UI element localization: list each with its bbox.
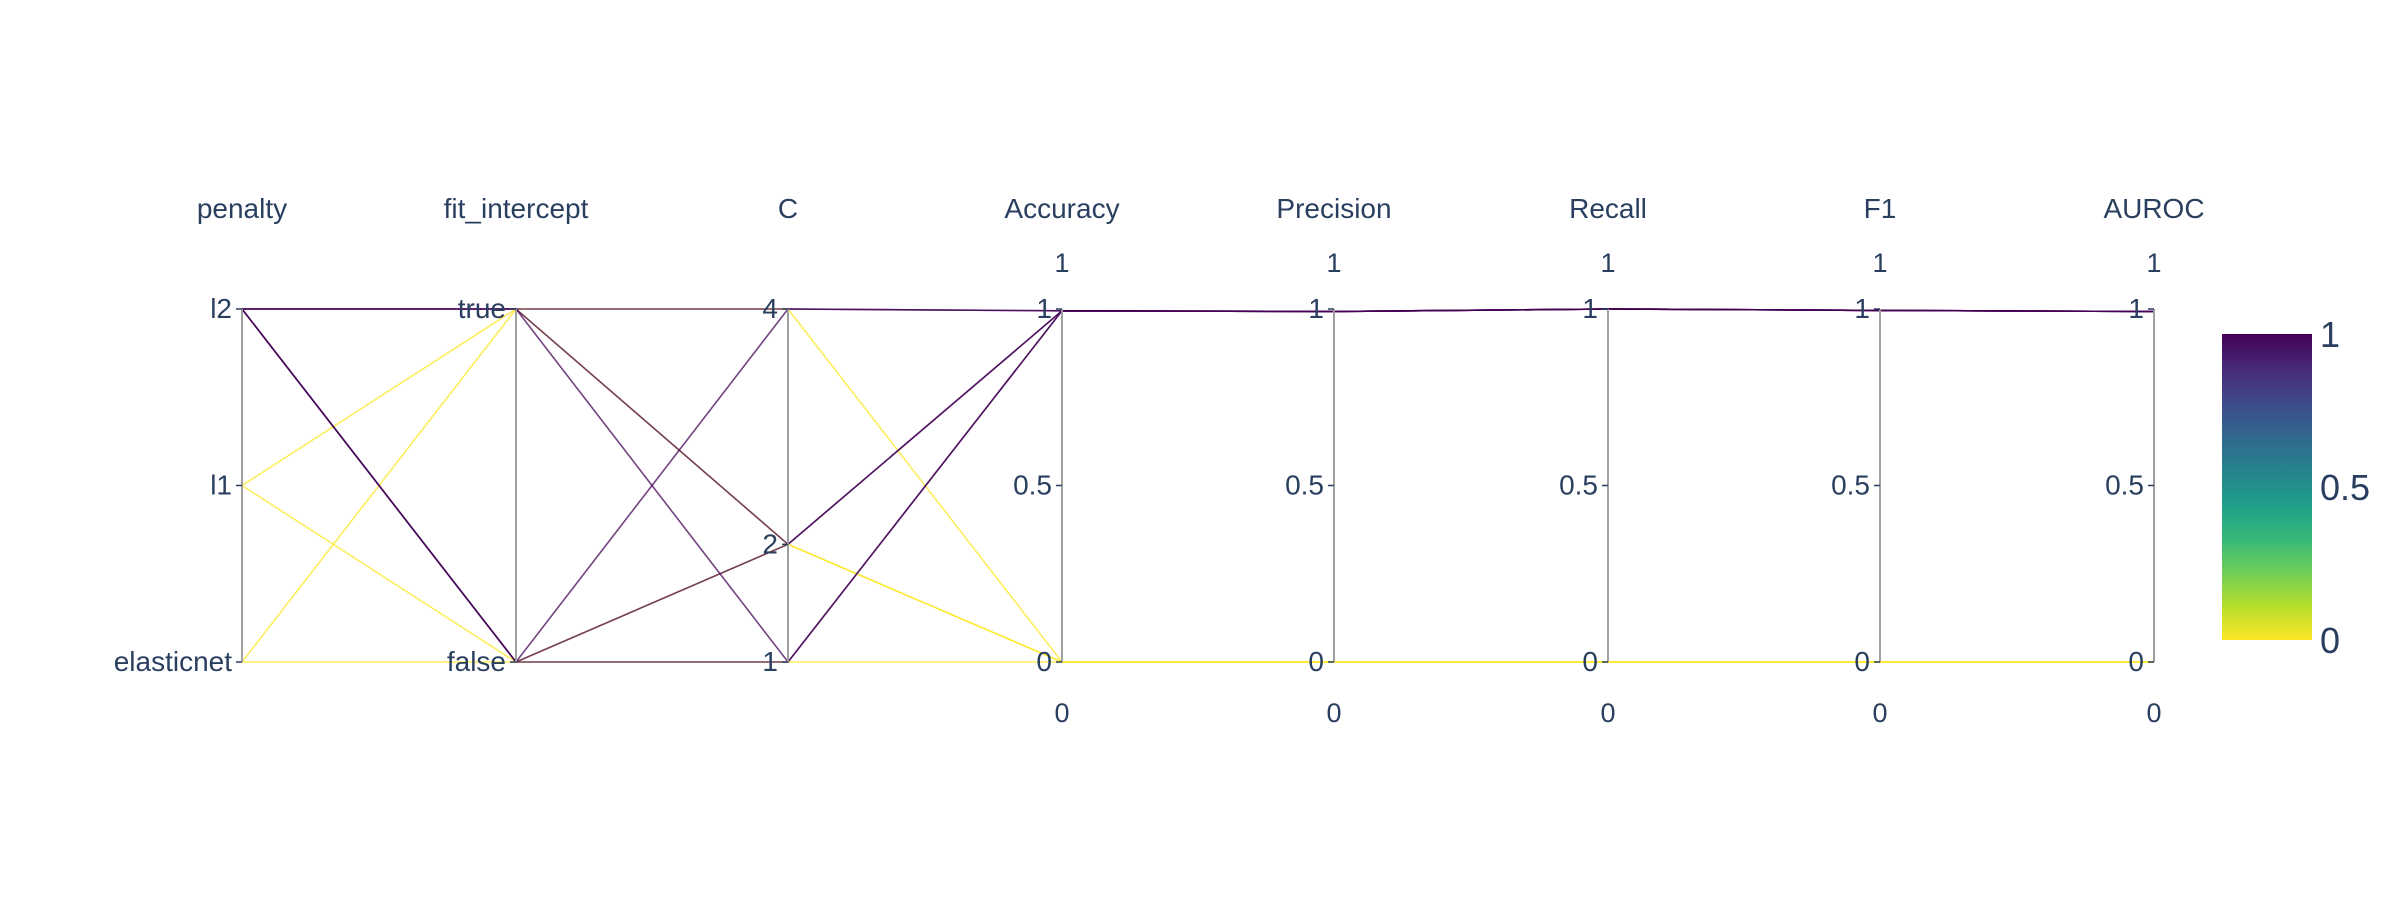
- tick-label-accuracy-0-5: 0.5: [1013, 470, 1052, 501]
- axis-title-accuracy: Accuracy: [1004, 193, 1119, 224]
- tick-label-penalty-l2: l2: [210, 293, 232, 324]
- range-max-label-recall: 1: [1600, 248, 1615, 278]
- colorbar-tick-1: 1: [2320, 314, 2340, 355]
- axis-title-penalty: penalty: [197, 193, 287, 224]
- range-max-label-precision: 1: [1326, 248, 1341, 278]
- tick-label-fit-intercept-false: false: [447, 646, 506, 677]
- range-max-label-accuracy: 1: [1054, 248, 1069, 278]
- range-max-label-auroc: 1: [2146, 248, 2161, 278]
- tick-label-precision-0-5: 0.5: [1285, 470, 1324, 501]
- tick-label-penalty-l1: l1: [210, 470, 232, 501]
- axis-title-recall: Recall: [1569, 193, 1647, 224]
- tick-label-recall-1: 1: [1582, 293, 1598, 324]
- range-max-label-f1: 1: [1872, 248, 1887, 278]
- tick-label-recall-0-5: 0.5: [1559, 470, 1598, 501]
- axis-accuracy[interactable]: Accuracy 1 0.5 0 1 0: [1004, 193, 1119, 728]
- tick-label-auroc-1: 1: [2128, 293, 2144, 324]
- axis-precision[interactable]: Precision 1 0.5 0 1 0: [1276, 193, 1391, 728]
- tick-label-recall-0: 0: [1582, 646, 1598, 677]
- tick-label-f1-1: 1: [1854, 293, 1870, 324]
- tick-label-penalty-elasticnet: elasticnet: [114, 646, 233, 677]
- data-line-5: [242, 308, 2155, 546]
- range-min-label-accuracy: 0: [1054, 698, 1069, 728]
- tick-label-f1-0: 0: [1854, 646, 1870, 677]
- tick-label-fit-intercept-true: true: [458, 293, 506, 324]
- tick-label-auroc-0-5: 0.5: [2105, 470, 2144, 501]
- tick-label-auroc-0: 0: [2128, 646, 2144, 677]
- range-min-label-recall: 0: [1600, 698, 1615, 728]
- range-min-label-auroc: 0: [2146, 698, 2161, 728]
- tick-label-accuracy-1: 1: [1036, 293, 1052, 324]
- tick-label-accuracy-0: 0: [1036, 646, 1052, 677]
- colorbar: 10.50: [2222, 314, 2370, 661]
- tick-label-c-4: 4: [762, 293, 778, 324]
- axis-penalty[interactable]: penalty l2 l1 elasticnet: [114, 193, 287, 677]
- tick-label-precision-1: 1: [1308, 293, 1324, 324]
- colorbar-tick-0-5: 0.5: [2320, 467, 2370, 508]
- data-line-8: [241, 484, 2154, 663]
- axis-auroc[interactable]: AUROC 1 0.5 0 1 0: [2103, 193, 2204, 728]
- data-line-6: [241, 308, 2155, 663]
- range-min-label-f1: 0: [1872, 698, 1887, 728]
- axis-title-f1: F1: [1864, 193, 1897, 224]
- colorbar-rect: [2222, 334, 2312, 640]
- colorbar-tick-0: 0: [2320, 620, 2340, 661]
- axis-title-c: C: [778, 193, 798, 224]
- tick-label-c-1: 1: [762, 646, 778, 677]
- tick-label-f1-0-5: 0.5: [1831, 470, 1870, 501]
- tick-label-precision-0: 0: [1308, 646, 1324, 677]
- axis-recall[interactable]: Recall 1 0.5 0 1 0: [1559, 193, 1647, 728]
- axis-f1[interactable]: F1 1 0.5 0 1 0: [1831, 193, 1896, 728]
- axis-title-auroc: AUROC: [2103, 193, 2204, 224]
- axis-title-precision: Precision: [1276, 193, 1391, 224]
- range-min-label-precision: 0: [1326, 698, 1341, 728]
- lines-layer: [241, 307, 2155, 664]
- axis-c[interactable]: C 4 2 1: [762, 193, 798, 677]
- tick-label-c-2: 2: [762, 528, 778, 559]
- axis-title-fit-intercept: fit_intercept: [444, 193, 589, 224]
